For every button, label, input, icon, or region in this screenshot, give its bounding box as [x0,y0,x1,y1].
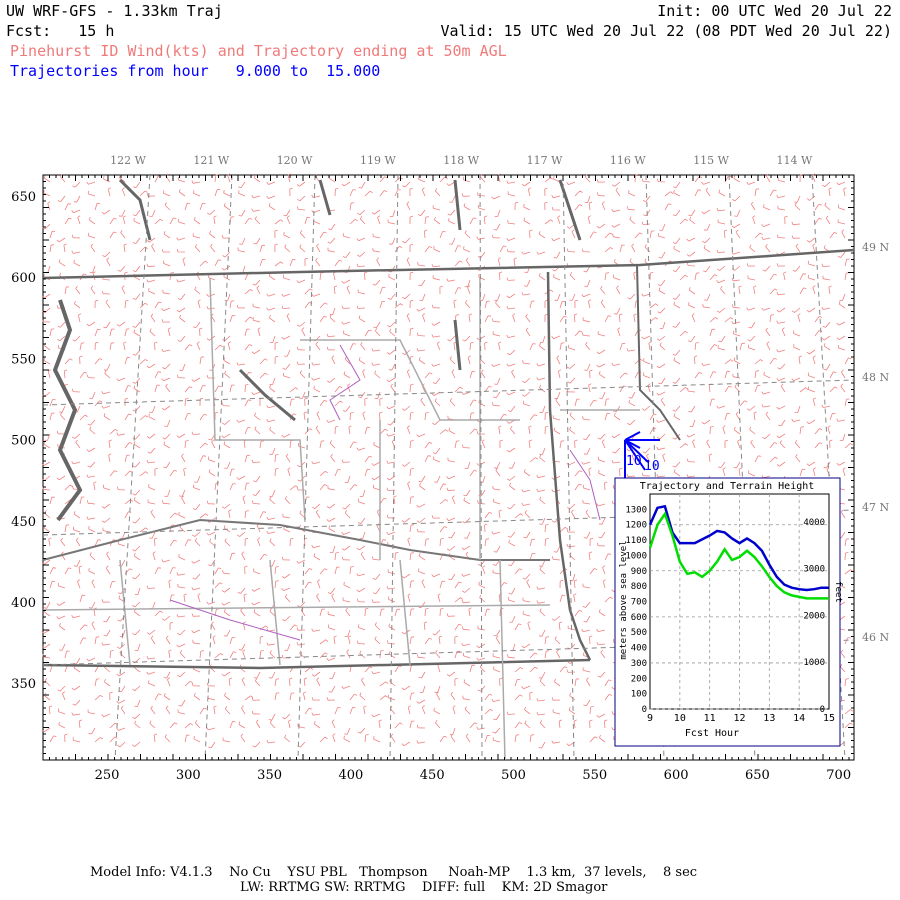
chart-y-tick: 900 [631,567,647,577]
chart-y-tick: 1200 [625,521,647,531]
init-time: Init: 00 UTC Wed 20 Jul 22 [657,2,892,20]
trajectory-terrain-chart: Trajectory and Terrain Height 0100200300… [614,477,843,747]
x-tick-label: 350 [257,768,282,783]
frame-ticks [42,174,854,761]
chart-x-tick: 13 [763,713,775,724]
chart-x-tick: 9 [647,713,653,724]
chart-y-tick: 1100 [625,536,647,546]
traj-label-1: 10 [626,454,642,469]
chart-y2-tick: 4000 [803,518,825,528]
x-tick-label: 650 [745,768,770,783]
chart-y-tick: 0 [642,705,647,715]
chart-y-tick: 400 [631,644,647,654]
x-tick-label: 700 [826,768,851,783]
lon-label: 121 W [193,154,229,167]
lat-labels: 49 N 48 N 47 N 46 N [862,241,889,644]
chart-y-tick: 1000 [625,551,647,561]
id-mt-border [636,264,681,441]
lat-label: 48 N [862,371,889,384]
canada-border [42,248,855,280]
series-line-1 [648,511,829,600]
y-tick-label: 450 [11,515,36,530]
y-tick-label: 500 [11,434,36,449]
lon-label: 117 W [527,154,563,167]
chart-xlabel: Fcst Hour [685,728,739,739]
physics-info: LW: RRTMG SW: RRTMG DIFF: full KM: 2D Sm… [240,880,608,895]
x-tick-label: 450 [420,768,445,783]
chart-x-tick: 10 [674,713,686,724]
chart-y2-tick: 0 [820,705,825,715]
chart-y2label: feet [833,581,843,603]
chart-x-tick: 14 [793,713,805,724]
x-tick-label: 550 [582,768,607,783]
x-tick-label: 600 [664,768,689,783]
x-tick-label: 400 [338,768,363,783]
coastline [52,299,83,522]
chart-y-tick: 300 [631,659,647,669]
y-tick-label: 650 [11,190,36,205]
valid-time: Valid: 15 UTC Wed 20 Jul 22 (08 PDT Wed … [440,22,892,40]
wa-id-border [546,271,592,661]
lon-label: 119 W [360,154,396,167]
lon-label: 120 W [277,154,313,167]
x-tick-label: 500 [501,768,526,783]
x-tick-label: 250 [95,768,120,783]
chart-x-tick: 11 [704,713,716,724]
chart-y-tick: 800 [631,582,647,592]
lat-label: 49 N [862,241,889,254]
page-title: UW WRF-GFS - 1.33km Traj [6,2,223,20]
lon-label: 122 W [110,154,146,167]
trajectory-range: Trajectories from hour 9.000 to 15.000 [10,62,381,80]
chart-x-tick: 15 [823,713,835,724]
lat-label: 47 N [862,501,889,514]
chart-y2-tick: 3000 [803,565,825,575]
lon-label: 114 W [776,154,812,167]
chart-y-tick: 100 [631,690,647,700]
x-tick-label: 300 [176,768,201,783]
x-tick-labels: 250 300 350 400 450 500 550 600 650 700 [95,768,852,783]
lon-label: 115 W [693,154,729,167]
chart-y2-tick: 1000 [803,658,825,668]
chart-y-tick: 700 [631,598,647,608]
chart-title: Trajectory and Terrain Height [640,481,815,492]
forecast-hour: Fcst: 15 h [6,22,115,40]
lon-labels: 122 W 121 W 120 W 119 W 118 W 117 W 116 W 115 W… [110,154,813,167]
lon-label: 116 W [610,154,646,167]
y-tick-label: 550 [11,352,36,367]
lon-label: 118 W [443,154,479,167]
columbia-border [42,518,550,561]
chart-y-tick: 1300 [625,505,647,515]
lat-label: 46 N [862,631,889,644]
trajectory-marker: 10 10 [624,431,660,480]
y-tick-labels: 650 600 550 500 450 400 350 [11,190,36,692]
or-nv-border [42,658,591,670]
chart-y-tick: 200 [631,674,647,684]
chart-x-tick: 12 [733,713,745,724]
model-info: Model Info: V4.1.3 No Cu YSU PBL Thompso… [90,865,698,880]
y-tick-label: 400 [11,596,36,611]
product-subtitle: Pinehurst ID Wind(kts) and Trajectory en… [10,42,507,60]
series-line-0 [648,504,829,592]
y-tick-label: 600 [11,271,36,286]
traj-label-2: 10 [644,459,660,474]
chart-y-tick: 600 [631,613,647,623]
chart-ylabel: meters above sea level [619,540,629,659]
chart-y2-tick: 2000 [803,611,825,621]
chart-y-tick: 500 [631,628,647,638]
y-tick-label: 350 [11,677,36,692]
